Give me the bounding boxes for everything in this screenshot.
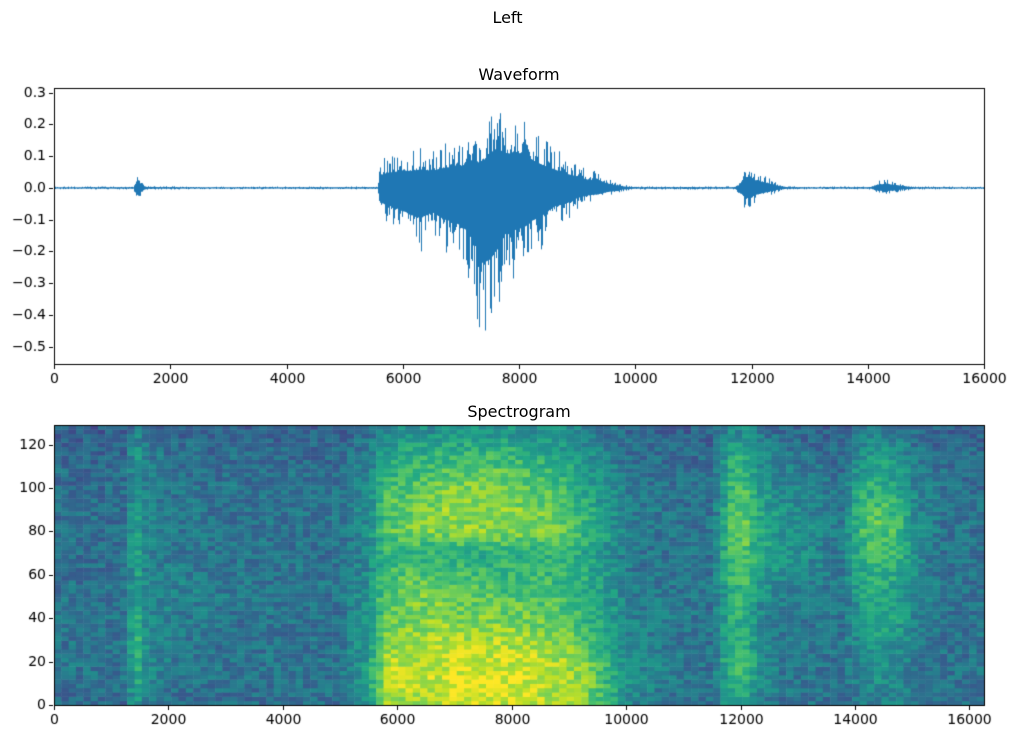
waveform-title: Waveform — [478, 65, 560, 84]
spectrogram-title: Spectrogram — [467, 402, 571, 421]
figure-title: Left — [492, 8, 523, 27]
